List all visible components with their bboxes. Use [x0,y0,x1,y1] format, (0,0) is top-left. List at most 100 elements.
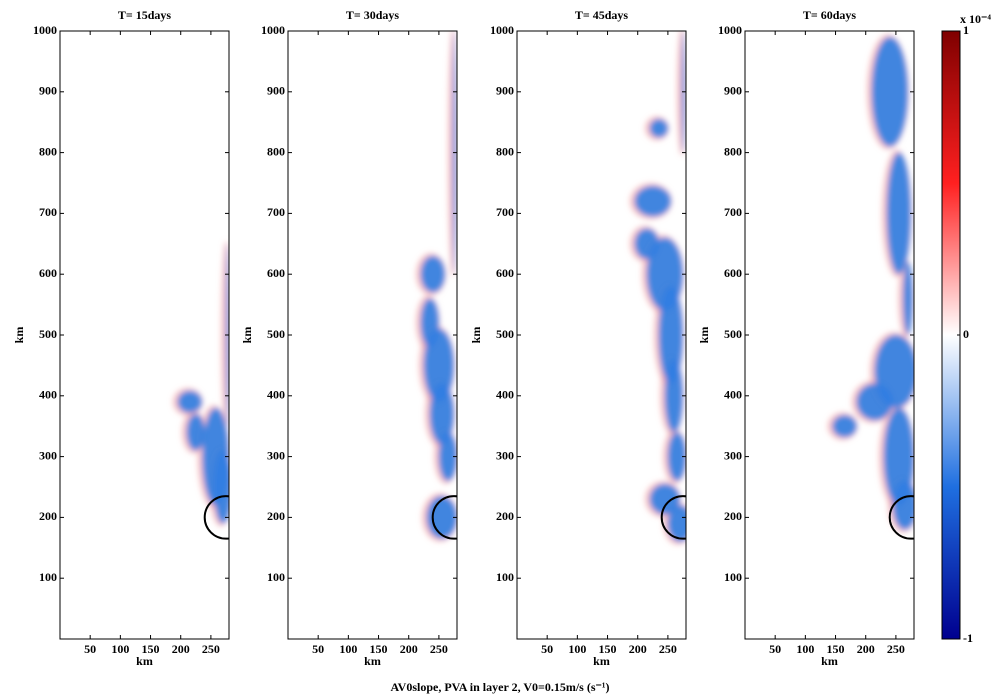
x-tick-label: 100 [796,642,814,656]
panel-title: T= 15days [118,8,172,22]
y-tick-label: 700 [267,205,285,219]
x-tick-label: 50 [84,642,96,656]
y-tick-label: 100 [496,570,514,584]
x-tick-label: 150 [827,642,845,656]
panel-title: T= 60days [803,8,857,22]
vortex-patch [429,383,454,445]
y-tick-label: 500 [496,327,514,341]
y-tick-label: 900 [39,84,57,98]
x-tick-label: 50 [541,642,553,656]
y-tick-label: 100 [267,570,285,584]
y-tick-label: 1000 [261,23,285,37]
y-axis-label: km [12,327,26,344]
vortex-patch [874,335,914,408]
y-tick-label: 700 [724,205,742,219]
x-tick-label: 250 [887,642,905,656]
y-tick-label: 1000 [718,23,742,37]
y-tick-label: 400 [724,388,742,402]
x-tick-label: 200 [857,642,875,656]
panel-title: T= 45days [575,8,629,22]
y-tick-label: 200 [39,509,57,523]
vortex-patch [667,432,686,481]
eddy-circle [888,495,914,540]
vortex-patch [658,286,683,384]
x-axis-label: km [821,654,838,668]
y-tick-label: 800 [496,144,514,158]
x-tick-label: 150 [599,642,617,656]
field [172,240,229,540]
x-tick-label: 250 [659,642,677,656]
panel: 100 200 300 400 500 600 700 800 900 1000 50 100 150 2… [469,8,687,668]
y-tick-label: 600 [39,266,57,280]
x-tick-label: 200 [172,642,190,656]
y-tick-label: 100 [724,570,742,584]
y-tick-label: 1000 [33,23,57,37]
field [629,31,686,545]
vortex-patch [892,480,914,530]
y-tick-label: 900 [267,84,285,98]
y-tick-label: 700 [496,205,514,219]
vortex-patch [634,186,671,217]
vortex-patch [649,119,668,138]
y-tick-label: 200 [496,509,514,523]
vortex-patch [213,450,229,524]
x-axis-label: km [593,654,610,668]
x-tick-label: 150 [370,642,388,656]
colorbar-tick-label: -1 [963,631,973,645]
vortex-patch [667,505,686,542]
y-tick-label: 500 [267,327,285,341]
colorbar-multiplier: x 10⁻⁴ [960,12,991,26]
x-axis-label: km [364,654,381,668]
colorbar-tick-label: 0 [963,327,969,341]
x-tick-label: 100 [111,642,129,656]
y-axis-label: km [469,327,483,344]
panel: 100 200 300 400 500 600 700 800 900 1000 50 100 150 2… [12,8,230,668]
y-tick-label: 300 [496,448,514,462]
vortex-patch [420,255,445,293]
vortex-patch [871,37,908,147]
x-tick-label: 200 [629,642,647,656]
y-tick-label: 900 [496,84,514,98]
vortex-patch [649,483,680,515]
figure-title: AV0slope, PVA in layer 2, V0=0.15m/s (s⁻… [391,680,610,694]
y-tick-label: 900 [724,84,742,98]
vortex-patch [177,390,202,413]
x-tick-label: 250 [430,642,448,656]
y-tick-label: 600 [267,266,285,280]
vortex-patch [886,152,911,275]
field [827,34,914,540]
vortex-patch [883,407,914,506]
x-axis-label: km [136,654,153,668]
y-tick-label: 300 [724,448,742,462]
y-tick-label: 400 [496,388,514,402]
vortex-patch [903,262,913,335]
vortex-patch [186,414,205,451]
y-tick-label: 300 [267,448,285,462]
panel-title: T= 30days [346,8,400,22]
y-tick-label: 800 [267,144,285,158]
eddy-circle [431,495,457,540]
vortex-patch [423,328,454,402]
y-tick-label: 1000 [490,23,514,37]
colorbar: -1 0 1x 10⁻⁴ [941,12,991,645]
y-tick-label: 400 [267,388,285,402]
vortex-patch [664,359,683,433]
y-axis-label: km [697,327,711,344]
y-tick-label: 200 [724,509,742,523]
y-tick-label: 800 [39,144,57,158]
x-tick-label: 50 [312,642,324,656]
eddy-circle [660,495,686,540]
y-tick-label: 300 [39,448,57,462]
y-tick-label: 700 [39,205,57,219]
x-tick-label: 50 [769,642,781,656]
y-tick-label: 400 [39,388,57,402]
vortex-patch [438,432,457,481]
panel: 100 200 300 400 500 600 700 800 900 1000 50 100 150 2… [697,8,915,668]
eddy-circle [203,495,229,540]
y-tick-label: 600 [724,266,742,280]
field [415,31,457,542]
y-tick-label: 500 [724,327,742,341]
plot-frame [59,30,230,640]
panel: 100 200 300 400 500 600 700 800 900 1000 50 100 150 2… [240,8,458,668]
